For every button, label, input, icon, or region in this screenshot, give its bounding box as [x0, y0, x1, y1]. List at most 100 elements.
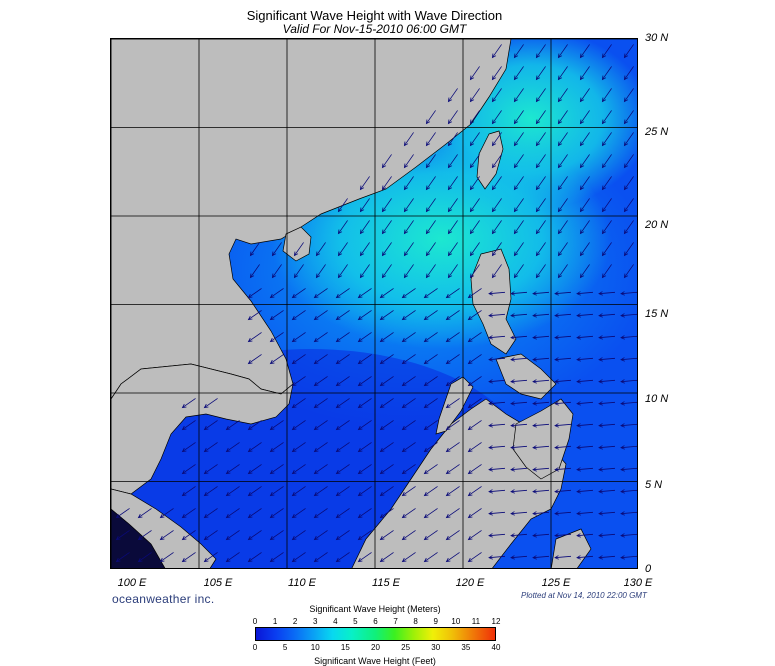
wave-arrow — [488, 445, 506, 450]
wave-arrow — [576, 335, 594, 340]
wave-arrow — [269, 420, 284, 431]
wave-arrow — [403, 198, 414, 213]
wave-arrow — [598, 555, 616, 560]
legend-tick-ft: 35 — [461, 643, 471, 652]
wave-arrow — [576, 445, 594, 450]
wave-arrow — [269, 442, 284, 453]
wave-arrow — [291, 464, 306, 475]
wave-arrow — [445, 288, 460, 299]
wave-arrow — [181, 508, 196, 519]
wave-arrow — [401, 486, 416, 497]
wave-arrow — [379, 354, 394, 365]
wave-arrow — [469, 264, 480, 279]
wave-arrow — [557, 110, 568, 125]
wave-arrow — [425, 242, 436, 257]
wave-arrow — [249, 264, 260, 279]
wave-arrow — [601, 242, 612, 257]
wave-arrow — [469, 66, 480, 81]
wave-arrow — [554, 423, 572, 428]
wave-arrow — [554, 489, 572, 494]
wave-arrow — [181, 398, 196, 409]
wave-arrow — [576, 511, 594, 516]
wave-arrow — [469, 176, 480, 191]
wave-arrow — [137, 508, 152, 519]
wave-arrow — [247, 354, 262, 365]
wave-arrow — [488, 313, 506, 318]
wave-arrow — [401, 530, 416, 541]
wave-arrow — [181, 442, 196, 453]
wave-arrow — [576, 555, 594, 560]
legend-tick-m: 0 — [252, 617, 258, 626]
wave-arrow — [359, 242, 370, 257]
wave-arrow — [247, 530, 262, 541]
wave-arrow — [579, 198, 590, 213]
wave-arrow — [381, 176, 392, 191]
wave-arrow — [623, 132, 634, 147]
wave-arrow — [601, 176, 612, 191]
wave-arrow — [379, 530, 394, 541]
map-title: Significant Wave Height with Wave Direct… — [246, 8, 503, 23]
wave-arrow — [620, 379, 637, 384]
wave-arrow — [291, 354, 306, 365]
wave-arrow — [579, 110, 590, 125]
wave-arrow — [576, 291, 594, 296]
wave-arrow — [381, 154, 392, 169]
wave-arrow — [401, 508, 416, 519]
credit-oceanweather: oceanweather inc. — [112, 592, 215, 606]
wave-arrow — [271, 242, 282, 257]
wave-arrow — [203, 508, 218, 519]
legend-title-feet: Significant Wave Height (Feet) — [314, 656, 436, 666]
wave-arrow — [401, 288, 416, 299]
wave-arrow — [271, 264, 282, 279]
wave-arrow — [337, 264, 348, 279]
legend-tick-m: 6 — [373, 617, 378, 626]
wave-arrow — [510, 489, 528, 494]
wave-arrow — [579, 66, 590, 81]
wave-arrow — [291, 376, 306, 387]
wave-arrow — [335, 376, 350, 387]
wave-arrow — [535, 264, 546, 279]
wave-arrow — [598, 313, 616, 318]
wave-arrow — [379, 332, 394, 343]
wave-arrow — [488, 533, 506, 538]
wave-arrow — [579, 44, 590, 59]
wave-arrow — [313, 464, 328, 475]
wave-arrow — [532, 379, 550, 384]
wave-arrow — [423, 552, 438, 563]
wave-arrow — [532, 533, 550, 538]
wave-arrow — [467, 288, 482, 299]
legend-tick-m: 11 — [471, 617, 481, 626]
legend-tick-m: 1 — [272, 617, 278, 626]
wave-arrow — [247, 552, 262, 563]
wave-arrow — [403, 132, 414, 147]
wave-arrow — [447, 242, 458, 257]
wave-arrow — [203, 552, 218, 563]
legend-tick-ft: 15 — [340, 643, 350, 652]
wave-arrow — [513, 264, 524, 279]
wave-arrow — [620, 555, 637, 560]
wave-arrow — [601, 220, 612, 235]
wave-arrow — [335, 442, 350, 453]
wave-arrow — [315, 264, 326, 279]
wave-arrow — [491, 88, 502, 103]
wave-arrow — [576, 357, 594, 362]
wave-arrow — [488, 423, 506, 428]
wave-arrow — [335, 552, 350, 563]
wave-arrow — [576, 423, 594, 428]
wave-arrow — [532, 291, 550, 296]
wave-arrow — [357, 332, 372, 343]
wave-arrow — [249, 242, 260, 257]
wave-arrow — [620, 511, 637, 516]
wave-arrow — [579, 88, 590, 103]
wave-arrow — [335, 420, 350, 431]
wave-arrow — [335, 288, 350, 299]
wave-arrow — [247, 310, 262, 321]
wave-arrow — [598, 401, 616, 406]
wave-arrow — [225, 486, 240, 497]
wave-arrow — [620, 335, 637, 340]
wave-arrow — [313, 552, 328, 563]
wave-arrow — [623, 264, 634, 279]
wave-arrow — [598, 335, 616, 340]
wave-arrow — [357, 288, 372, 299]
